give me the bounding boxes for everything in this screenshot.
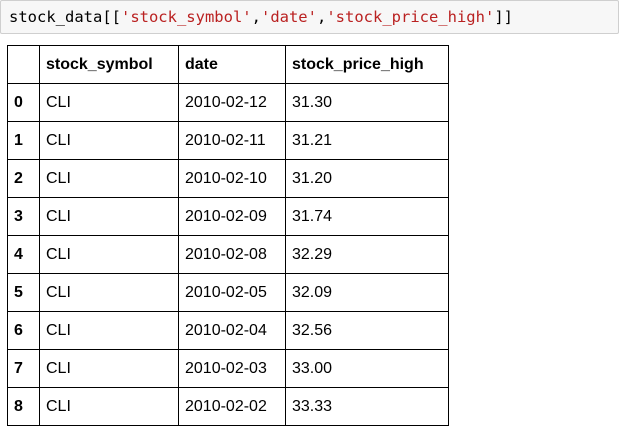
row-index: 0 bbox=[7, 83, 40, 122]
header-stock-price-high: stock_price_high bbox=[285, 45, 449, 84]
cell-stock-symbol: CLI bbox=[39, 387, 179, 426]
header-row: stock_symbol date stock_price_high bbox=[7, 45, 449, 84]
header-stock-symbol: stock_symbol bbox=[39, 45, 179, 84]
table-row: 7 CLI 2010-02-03 33.00 bbox=[7, 349, 449, 388]
row-index: 6 bbox=[7, 311, 40, 350]
cell-stock-price-high: 33.33 bbox=[285, 387, 449, 426]
row-index: 1 bbox=[7, 121, 40, 160]
table-body: 0 CLI 2010-02-12 31.30 1 CLI 2010-02-11 31.21 2 C… bbox=[7, 83, 449, 426]
cell-date: 2010-02-09 bbox=[178, 197, 286, 236]
cell-stock-price-high: 32.09 bbox=[285, 273, 449, 312]
code-string-date: 'date' bbox=[260, 8, 317, 26]
row-index: 4 bbox=[7, 235, 40, 274]
cell-date: 2010-02-10 bbox=[178, 159, 286, 198]
cell-date: 2010-02-08 bbox=[178, 235, 286, 274]
header-index-cell bbox=[7, 45, 40, 84]
code-input-cell[interactable]: stock_data[['stock_symbol','date','stock… bbox=[0, 0, 619, 34]
row-index: 8 bbox=[7, 387, 40, 426]
code-string-stock-price-high: 'stock_price_high' bbox=[326, 8, 495, 26]
cell-stock-symbol: CLI bbox=[39, 273, 179, 312]
code-prefix: stock_data[[ bbox=[9, 8, 121, 26]
cell-stock-price-high: 31.74 bbox=[285, 197, 449, 236]
cell-stock-symbol: CLI bbox=[39, 159, 179, 198]
code-separator: , bbox=[316, 8, 327, 26]
cell-stock-symbol: CLI bbox=[39, 121, 179, 160]
table-row: 2 CLI 2010-02-10 31.20 bbox=[7, 159, 449, 198]
code-separator: , bbox=[251, 8, 261, 26]
dataframe-output-table: stock_symbol date stock_price_high 0 CLI 2… bbox=[7, 45, 449, 426]
cell-stock-symbol: CLI bbox=[39, 311, 179, 350]
table-header: stock_symbol date stock_price_high bbox=[7, 45, 449, 84]
table-row: 8 CLI 2010-02-02 33.33 bbox=[7, 387, 449, 426]
cell-date: 2010-02-12 bbox=[178, 83, 286, 122]
table-row: 4 CLI 2010-02-08 32.29 bbox=[7, 235, 449, 274]
row-index: 7 bbox=[7, 349, 40, 388]
cell-stock-price-high: 32.29 bbox=[285, 235, 449, 274]
cell-stock-symbol: CLI bbox=[39, 235, 179, 274]
table-row: 1 CLI 2010-02-11 31.21 bbox=[7, 121, 449, 160]
cell-date: 2010-02-03 bbox=[178, 349, 286, 388]
cell-date: 2010-02-05 bbox=[178, 273, 286, 312]
cell-stock-symbol: CLI bbox=[39, 197, 179, 236]
cell-stock-price-high: 31.30 bbox=[285, 83, 449, 122]
row-index: 5 bbox=[7, 273, 40, 312]
cell-stock-symbol: CLI bbox=[39, 349, 179, 388]
header-date: date bbox=[178, 45, 286, 84]
cell-date: 2010-02-02 bbox=[178, 387, 286, 426]
cell-stock-symbol: CLI bbox=[39, 83, 179, 122]
table-row: 3 CLI 2010-02-09 31.74 bbox=[7, 197, 449, 236]
table-row: 0 CLI 2010-02-12 31.30 bbox=[7, 83, 449, 122]
cell-stock-price-high: 32.56 bbox=[285, 311, 449, 350]
row-index: 2 bbox=[7, 159, 40, 198]
code-suffix: ]] bbox=[494, 8, 513, 26]
cell-date: 2010-02-11 bbox=[178, 121, 286, 160]
cell-stock-price-high: 31.20 bbox=[285, 159, 449, 198]
cell-stock-price-high: 33.00 bbox=[285, 349, 449, 388]
table-row: 5 CLI 2010-02-05 32.09 bbox=[7, 273, 449, 312]
cell-date: 2010-02-04 bbox=[178, 311, 286, 350]
table-row: 6 CLI 2010-02-04 32.56 bbox=[7, 311, 449, 350]
cell-stock-price-high: 31.21 bbox=[285, 121, 449, 160]
code-string-stock-symbol: 'stock_symbol' bbox=[120, 8, 252, 26]
row-index: 3 bbox=[7, 197, 40, 236]
